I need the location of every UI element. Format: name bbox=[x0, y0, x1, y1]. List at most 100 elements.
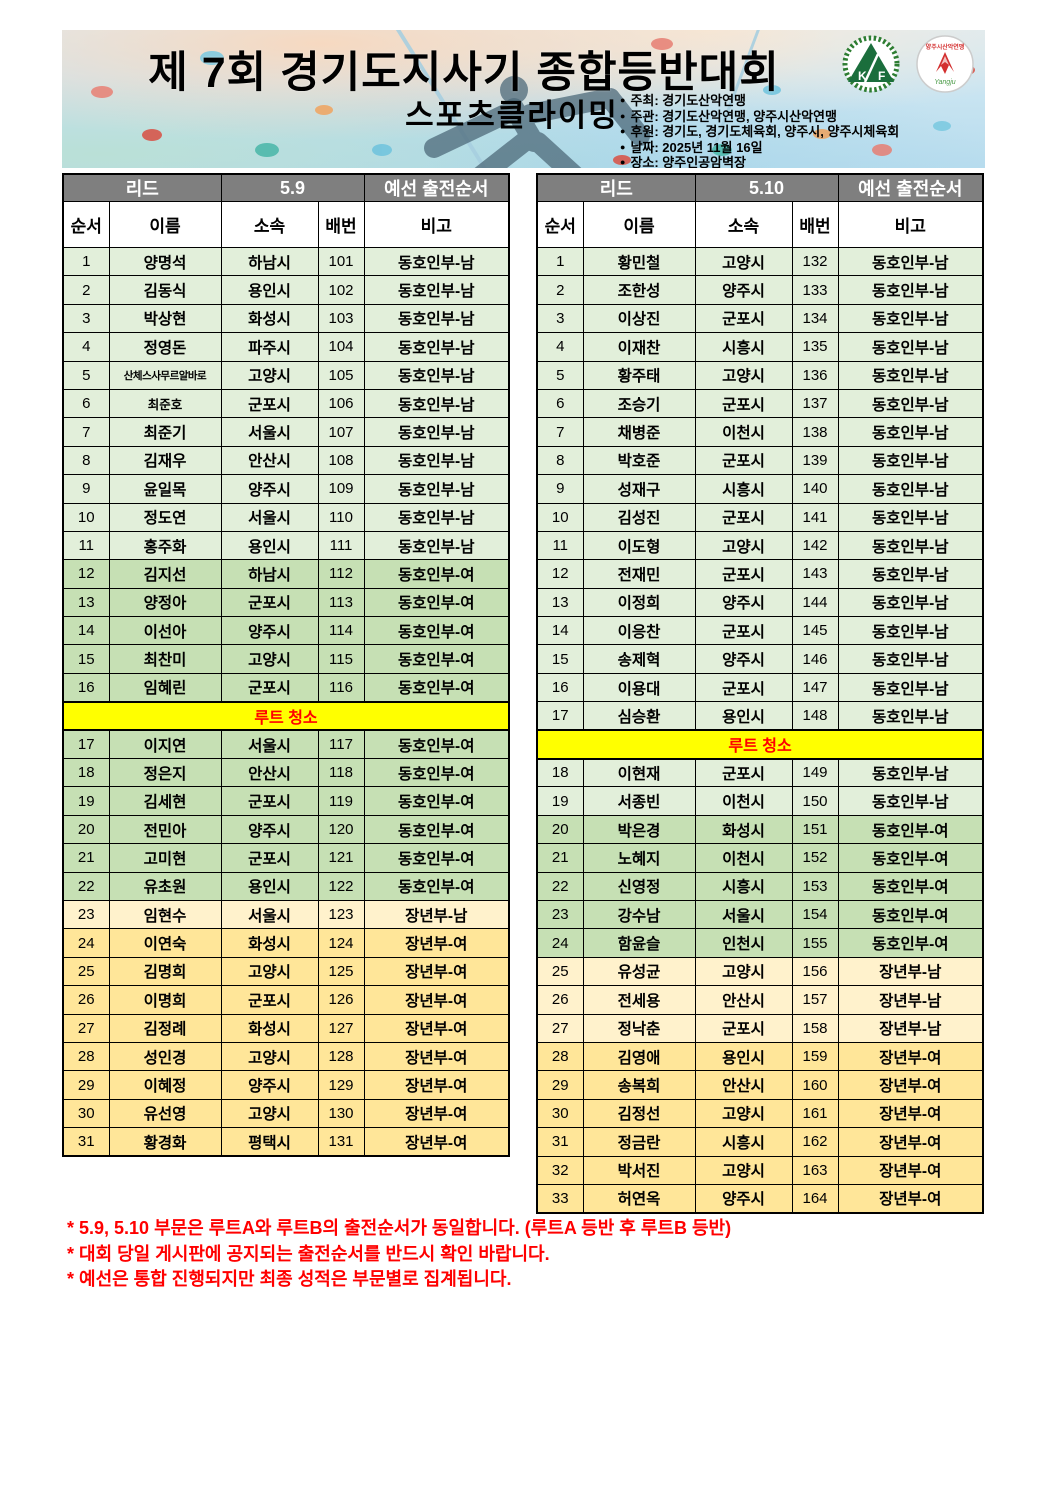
table-row: 29 송복희 안산시 160 장년부-여 bbox=[536, 1070, 984, 1100]
bib-cell: 112 bbox=[317, 559, 365, 589]
note-cell: 동호인부-여 bbox=[363, 644, 510, 674]
club-cell: 고양시 bbox=[220, 360, 319, 390]
bib-cell: 143 bbox=[791, 559, 839, 589]
col-bib: 배번 bbox=[791, 201, 839, 248]
table-row: 15 최찬미 고양시 115 동호인부-여 bbox=[62, 644, 510, 674]
yangju-alpine-federation-logo-icon: 양주시산악연맹 Yangju bbox=[916, 35, 974, 93]
name-cell: 김지선 bbox=[108, 559, 222, 589]
club-cell: 양주시 bbox=[220, 616, 319, 646]
note-cell: 동호인부-남 bbox=[363, 275, 510, 305]
note-cell: 동호인부-여 bbox=[363, 559, 510, 589]
rank-cell: 16 bbox=[536, 672, 584, 703]
name-cell: 최준기 bbox=[108, 417, 222, 447]
bib-cell: 136 bbox=[791, 360, 839, 390]
note-cell: 동호인부-남 bbox=[837, 758, 984, 788]
rank-cell: 2 bbox=[62, 275, 110, 305]
rank-cell: 6 bbox=[62, 388, 110, 419]
bib-cell: 149 bbox=[791, 758, 839, 788]
bib-cell: 108 bbox=[317, 445, 365, 476]
table-row: 13 이정희 양주시 144 동호인부-남 bbox=[536, 587, 984, 618]
club-cell: 고양시 bbox=[694, 530, 793, 561]
table-row: 20 박은경 화성시 151 동호인부-여 bbox=[536, 814, 984, 845]
club-cell: 군포시 bbox=[220, 587, 319, 618]
note-cell: 동호인부-남 bbox=[837, 360, 984, 390]
name-cell: 신영정 bbox=[582, 871, 696, 901]
rank-cell: 15 bbox=[536, 644, 584, 674]
bib-cell: 162 bbox=[791, 1127, 839, 1157]
club-cell: 시흥시 bbox=[694, 871, 793, 901]
name-cell: 성재구 bbox=[582, 474, 696, 504]
table-row: 6 조승기 군포시 137 동호인부-남 bbox=[536, 388, 984, 419]
rank-cell: 25 bbox=[536, 956, 584, 987]
col-name: 이름 bbox=[108, 201, 222, 248]
name-cell: 김정례 bbox=[108, 1013, 222, 1043]
name-cell: 박호준 bbox=[582, 445, 696, 476]
name-cell: 이지연 bbox=[108, 729, 222, 760]
note-cell: 동호인부-여 bbox=[363, 616, 510, 646]
table-row: 15 송제혁 양주시 146 동호인부-남 bbox=[536, 644, 984, 674]
table-row: 10 김성진 군포시 141 동호인부-남 bbox=[536, 502, 984, 532]
col-note: 비고 bbox=[837, 201, 984, 248]
bib-cell: 133 bbox=[791, 275, 839, 305]
rank-cell: 29 bbox=[536, 1070, 584, 1100]
rank-cell: 19 bbox=[62, 786, 110, 816]
table-row: 5 황주태 고양시 136 동호인부-남 bbox=[536, 360, 984, 390]
table-row: 23 임현수 서울시 123 장년부-남 bbox=[62, 899, 510, 930]
note-cell: 동호인부-여 bbox=[837, 899, 984, 930]
rank-cell: 18 bbox=[62, 758, 110, 788]
info-organizer: ● 주관: 경기도산악연맹, 양주시산악연맹 bbox=[620, 108, 837, 124]
climber-head bbox=[500, 76, 528, 104]
rank-cell: 1 bbox=[536, 246, 584, 277]
rank-cell: 30 bbox=[536, 1098, 584, 1129]
svg-text:Yangju: Yangju bbox=[934, 79, 955, 86]
bib-cell: 127 bbox=[317, 1013, 365, 1043]
bib-cell: 104 bbox=[317, 332, 365, 362]
climber-silhouette-icon bbox=[424, 88, 650, 168]
name-cell: 전민아 bbox=[108, 814, 222, 845]
rank-cell: 20 bbox=[62, 814, 110, 845]
rank-cell: 22 bbox=[62, 871, 110, 901]
start-order-table-5-9: 리드 5.9 예선 출전순서 순서 이름 소속 배번 비고 1 양명석 하남시 101… bbox=[62, 173, 510, 1157]
route-label: 리드 bbox=[536, 173, 696, 202]
table-row: 30 김정선 고양시 161 장년부-여 bbox=[536, 1098, 984, 1129]
club-cell: 군포시 bbox=[694, 559, 793, 589]
event-title: 제 7회 경기도지사기 종합등반대회 bbox=[148, 49, 780, 97]
note-cell: 동호인부-여 bbox=[363, 814, 510, 845]
rank-cell: 28 bbox=[536, 1041, 584, 1072]
info-sponsor: ● 후원: 경기도, 경기도체육회, 양주시, 양주시체육회 bbox=[620, 124, 900, 139]
name-cell: 윤일목 bbox=[108, 474, 222, 504]
note-cell: 장년부-남 bbox=[363, 899, 510, 930]
rank-cell: 24 bbox=[536, 928, 584, 958]
bib-cell: 117 bbox=[317, 729, 365, 760]
table-row: 22 유초원 용인시 122 동호인부-여 bbox=[62, 871, 510, 901]
note-cell: 동호인부-남 bbox=[363, 388, 510, 419]
rank-cell: 21 bbox=[62, 843, 110, 873]
name-cell: 유성균 bbox=[582, 956, 696, 987]
club-cell: 서울시 bbox=[220, 417, 319, 447]
bib-cell: 154 bbox=[791, 899, 839, 930]
rank-cell: 5 bbox=[62, 360, 110, 390]
name-cell: 유초원 bbox=[108, 871, 222, 901]
bib-cell: 152 bbox=[791, 843, 839, 873]
bib-cell: 116 bbox=[317, 672, 365, 703]
rank-cell: 6 bbox=[536, 388, 584, 419]
bib-cell: 118 bbox=[317, 758, 365, 788]
table-row: 1 양명석 하남시 101 동호인부-남 bbox=[62, 246, 510, 277]
note-cell: 동호인부-남 bbox=[363, 474, 510, 504]
club-cell: 하남시 bbox=[220, 246, 319, 277]
bullet-icon: ● bbox=[620, 126, 626, 136]
bib-cell: 111 bbox=[317, 530, 365, 561]
bib-cell: 139 bbox=[791, 445, 839, 476]
note-cell: 동호인부-남 bbox=[363, 303, 510, 334]
name-cell: 전재민 bbox=[582, 559, 696, 589]
table-row: 4 정영돈 파주시 104 동호인부-남 bbox=[62, 332, 510, 362]
rank-cell: 8 bbox=[62, 445, 110, 476]
club-cell: 고양시 bbox=[694, 956, 793, 987]
name-cell: 강수남 bbox=[582, 899, 696, 930]
rank-cell: 19 bbox=[536, 786, 584, 816]
bullet-icon: ● bbox=[620, 95, 626, 105]
rank-cell: 8 bbox=[536, 445, 584, 476]
club-cell: 고양시 bbox=[220, 1098, 319, 1129]
note-cell: 동호인부-남 bbox=[837, 332, 984, 362]
club-cell: 군포시 bbox=[220, 786, 319, 816]
